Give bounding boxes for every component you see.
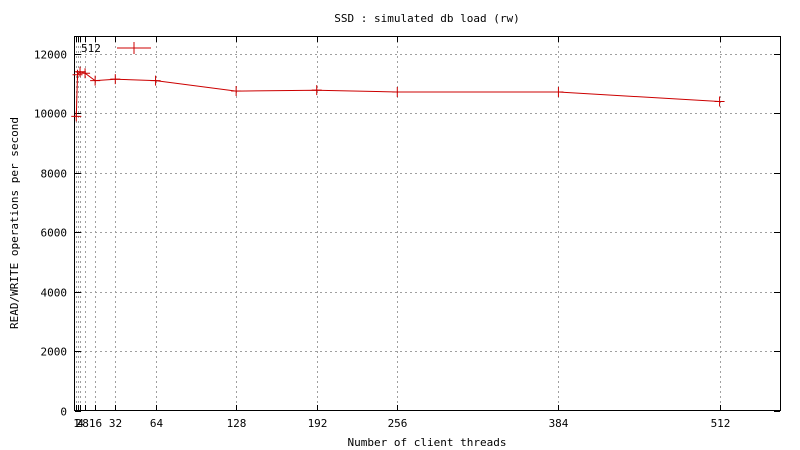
y-tick-labels: 0 2000 4000 6000 8000 10000 12000: [34, 49, 67, 419]
x-tick-label: 256: [388, 417, 408, 430]
x-tick-label: 1: [73, 417, 80, 430]
data-point-marker: [75, 66, 86, 77]
legend-label: 512: [81, 42, 101, 55]
x-tick-label: 64: [150, 417, 164, 430]
x-tick-label: 2: [75, 417, 82, 430]
x-tick-label: 4: [77, 417, 84, 430]
plot-frame: [74, 36, 781, 411]
data-point-marker: [90, 75, 101, 86]
y-tick-label: 6000: [41, 227, 68, 240]
data-point-marker: [231, 86, 242, 97]
data-point-marker: [150, 75, 161, 86]
x-tick-label: 512: [711, 417, 731, 430]
y-tick-label: 0: [60, 406, 67, 419]
data-point-marker: [392, 86, 403, 97]
x-tick-label: 192: [308, 417, 328, 430]
legend: 512: [81, 42, 151, 55]
axis-ticks: [75, 36, 780, 412]
x-tick-label: 16: [89, 417, 102, 430]
legend-marker: [128, 42, 140, 54]
y-tick-label: 2000: [41, 346, 68, 359]
x-tick-label: 32: [109, 417, 122, 430]
y-tick-label: 8000: [41, 168, 68, 181]
x-tick-label: 128: [227, 417, 247, 430]
data-point-marker: [110, 74, 121, 85]
y-tick-label: 12000: [34, 49, 67, 62]
y-tick-label: 4000: [41, 287, 68, 300]
x-axis-label: Number of client threads: [348, 436, 507, 449]
series-line: [75, 71, 720, 117]
data-point-marker: [71, 111, 82, 122]
data-point-marker: [553, 86, 564, 97]
x-tick-label: 8: [82, 417, 89, 430]
y-axis-label: READ/WRITE operations per second: [8, 117, 21, 329]
data-point-marker: [714, 96, 725, 107]
data-point-marker: [311, 85, 322, 96]
data-point-marker: [80, 68, 91, 79]
chart-title: SSD : simulated db load (rw): [334, 12, 519, 25]
y-tick-label: 10000: [34, 108, 67, 121]
series-layer: [71, 66, 725, 122]
x-tick-label: 384: [549, 417, 569, 430]
